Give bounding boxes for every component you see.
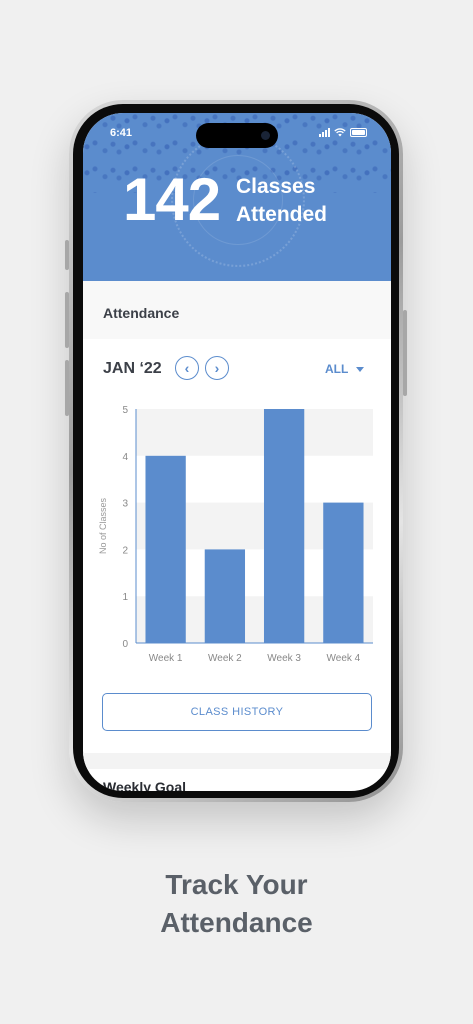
filter-dropdown[interactable]: ALL: [325, 362, 365, 376]
bar: [145, 455, 186, 643]
chevron-right-icon: ›: [214, 360, 220, 376]
bar: [323, 502, 364, 643]
class-history-label: CLASS HISTORY: [190, 706, 284, 718]
x-tick-label: Week 3: [267, 653, 301, 664]
x-tick-label: Week 2: [208, 653, 242, 664]
camera-icon: [261, 131, 270, 140]
attendance-section-header: Attendance: [83, 281, 391, 339]
y-tick-label: 3: [122, 499, 128, 510]
tagline: Track Your Attendance: [0, 866, 473, 942]
y-tick-label: 5: [122, 405, 128, 416]
bar: [204, 549, 246, 643]
chevron-down-icon: [356, 366, 365, 372]
app-screen: 142 Classes Attended 6:41 Attendance JAN…: [83, 113, 391, 791]
weekly-goal-title: Weekly Goal: [103, 779, 187, 791]
y-tick-label: 0: [122, 639, 128, 650]
previous-month-button[interactable]: ‹: [175, 356, 199, 380]
class-history-button[interactable]: CLASS HISTORY: [102, 693, 372, 731]
month-label: JAN ‘22: [103, 360, 162, 377]
section-title: Attendance: [103, 305, 180, 321]
status-icons: [319, 128, 367, 137]
grid-band: [136, 409, 373, 456]
chevron-left-icon: ‹: [184, 360, 190, 376]
phone-side-button: [65, 360, 69, 416]
y-axis-label: No of Classes: [98, 497, 108, 554]
y-tick-label: 1: [122, 592, 128, 603]
classes-count: 142: [123, 166, 221, 233]
x-tick-label: Week 1: [149, 653, 183, 664]
battery-icon: [350, 128, 367, 137]
x-tick-label: Week 4: [327, 653, 361, 664]
status-time: 6:41: [110, 127, 133, 139]
phone-side-button: [65, 240, 69, 270]
tagline-line-1: Track Your: [165, 869, 308, 900]
phone-power-button: [403, 310, 407, 396]
section-divider: [83, 753, 391, 769]
wifi-icon: [334, 128, 346, 137]
y-tick-label: 4: [122, 452, 128, 463]
dynamic-island: [196, 123, 278, 148]
attendance-chart: 0 1 2 3 4 5 No of Classes Week 1 Week 2 Week 3 Wee…: [98, 405, 373, 664]
phone-side-button: [65, 292, 69, 348]
tagline-line-2: Attendance: [160, 907, 313, 938]
filter-label: ALL: [325, 362, 349, 376]
bar: [263, 409, 305, 643]
signal-icon: [319, 128, 330, 137]
y-tick-label: 2: [122, 545, 128, 556]
classes-count-label: Classes Attended: [236, 175, 327, 226]
next-month-button[interactable]: ›: [205, 356, 229, 380]
